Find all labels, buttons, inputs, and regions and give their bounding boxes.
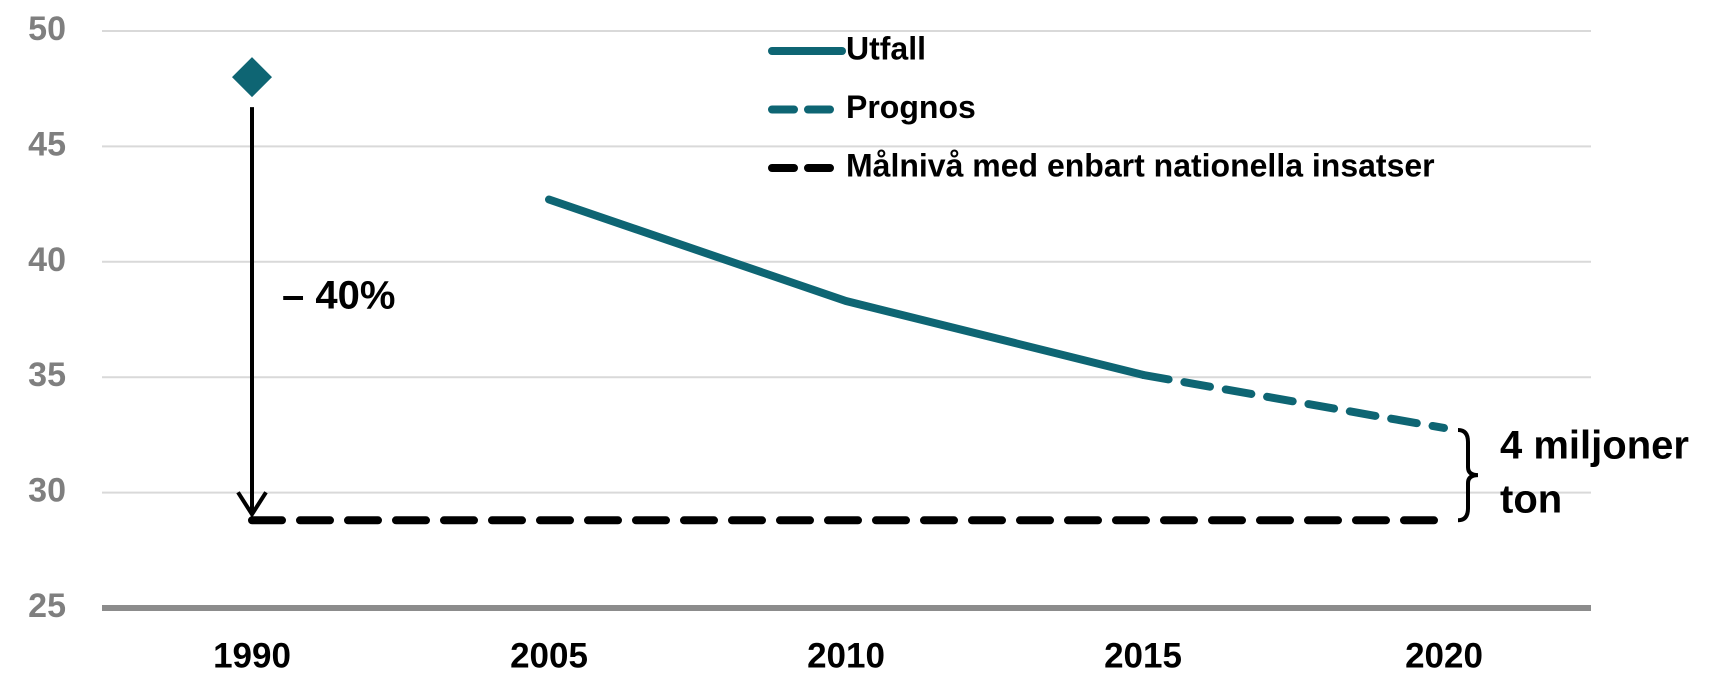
y-tick-label: 50 bbox=[28, 10, 66, 48]
y-tick-label: 45 bbox=[28, 125, 66, 163]
legend-label: Utfall bbox=[846, 30, 926, 66]
annotation: 4 miljoner bbox=[1500, 424, 1689, 468]
x-tick-label: 1990 bbox=[213, 636, 291, 674]
bracket bbox=[1457, 427, 1479, 523]
series-line bbox=[1139, 370, 1448, 432]
y-tick-label: 35 bbox=[28, 356, 66, 394]
diamond-marker bbox=[232, 57, 272, 98]
legend-label: Målnivå med enbart nationella insatser bbox=[846, 147, 1435, 183]
series-line bbox=[545, 195, 1147, 379]
x-tick-label: 2015 bbox=[1104, 636, 1182, 674]
arrow-head bbox=[236, 491, 268, 519]
legend-label: Prognos bbox=[846, 89, 976, 125]
y-tick-label: 40 bbox=[28, 241, 66, 279]
y-tick-label: 30 bbox=[28, 472, 66, 510]
x-tick-label: 2005 bbox=[510, 636, 588, 674]
annotation: ton bbox=[1500, 478, 1562, 522]
y-tick-label: 25 bbox=[28, 587, 66, 625]
x-tick-label: 2020 bbox=[1405, 636, 1483, 674]
annotation: – 40% bbox=[282, 274, 395, 318]
x-tick-label: 2010 bbox=[807, 636, 885, 674]
